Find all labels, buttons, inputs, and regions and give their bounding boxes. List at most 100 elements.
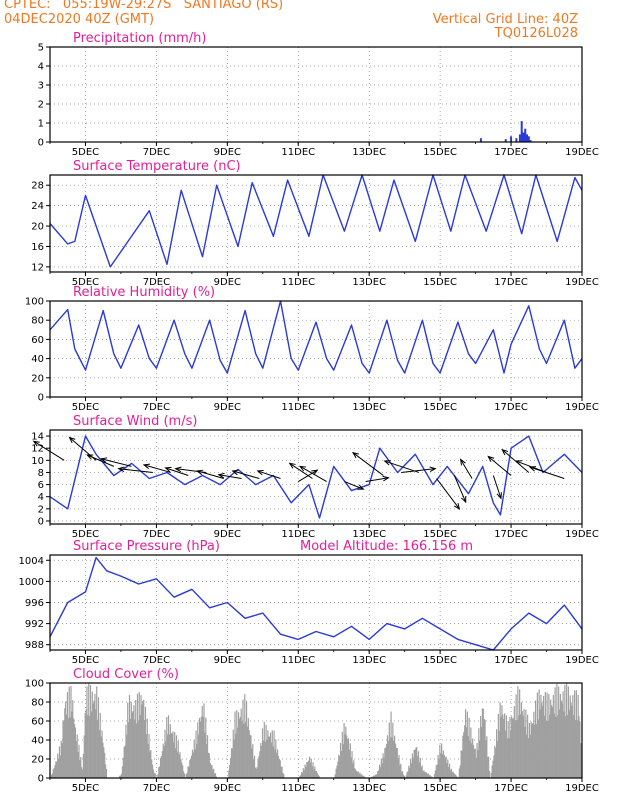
- cloud-bar: [465, 727, 468, 778]
- cloud-bar: [472, 738, 474, 778]
- x-tick-label: 15DEC: [423, 147, 457, 158]
- wind-arrow-head: [496, 492, 502, 500]
- cloud-bar: [537, 719, 539, 778]
- cloud-bar: [574, 690, 576, 778]
- cloud-bar: [143, 719, 146, 778]
- cloud-bar: [205, 717, 207, 778]
- cloud-bar: [191, 749, 194, 778]
- wind-arrow-head: [99, 457, 108, 463]
- cloud-bar: [492, 760, 494, 778]
- wind-arrow-head: [528, 466, 537, 472]
- cloud-bar: [148, 733, 150, 778]
- cloud-bar: [339, 742, 342, 778]
- cloud-bar: [464, 725, 466, 778]
- cloud-bar: [190, 759, 192, 778]
- cloud-bar: [52, 769, 54, 778]
- cloud-bar: [343, 723, 345, 778]
- cloud-bar: [103, 747, 105, 778]
- cloud-bar: [243, 723, 245, 778]
- cloud-bar: [86, 686, 88, 778]
- x-tick-label: 5DEC: [72, 655, 99, 666]
- wind-arrow: [197, 470, 224, 479]
- cloud-bar: [564, 684, 566, 778]
- cloud-bar: [174, 732, 176, 778]
- cloud-bar: [201, 706, 203, 778]
- cloud-bar: [411, 753, 413, 778]
- cloud-bar: [473, 749, 476, 778]
- cloud-bar: [458, 768, 460, 778]
- cloud-bar: [447, 759, 449, 778]
- cloud-bar: [233, 739, 235, 778]
- cloud-bar: [232, 729, 234, 778]
- cloud-bar: [550, 705, 553, 778]
- wind-arrow-head: [357, 484, 365, 490]
- cloud-bar: [211, 765, 213, 778]
- cloud-bar: [372, 775, 374, 778]
- cloud-bar: [438, 759, 440, 778]
- cloud-bar: [248, 730, 250, 778]
- wind-arrow: [118, 468, 153, 473]
- wind-arrow: [529, 466, 565, 479]
- cloud-bar: [424, 771, 426, 778]
- wind-arrow: [460, 459, 473, 479]
- wind-arrow: [365, 477, 389, 483]
- y-tick-label: 16: [31, 242, 44, 253]
- cloud-bar: [394, 743, 397, 778]
- x-tick-label: 9DEC: [214, 402, 241, 413]
- cloud-bar: [557, 715, 559, 778]
- cloud-bar: [57, 759, 60, 778]
- cloud-bar: [350, 757, 352, 778]
- cloud-bar: [553, 713, 555, 778]
- wind-arrow-head: [383, 460, 391, 466]
- x-tick-label: 19DEC: [565, 529, 599, 540]
- cloud-bar: [161, 751, 163, 778]
- cloud-bar: [176, 751, 178, 778]
- x-tick-label: 9DEC: [214, 147, 241, 158]
- cloud-bar: [523, 708, 525, 778]
- cloud-bar: [570, 702, 572, 778]
- cloud-bar: [164, 729, 166, 778]
- cloud-bar: [89, 715, 91, 778]
- cloud-bar: [73, 723, 76, 778]
- x-tick-label: 15DEC: [423, 529, 457, 540]
- cloud-bar: [300, 775, 302, 778]
- precip-bar: [524, 128, 527, 142]
- cloud-bar: [378, 770, 380, 778]
- cloud-bar: [425, 772, 427, 778]
- wind-arrow: [218, 474, 242, 480]
- cloud-bar: [540, 694, 542, 778]
- cloud-bar: [565, 715, 567, 778]
- cloud-bar: [253, 759, 255, 778]
- cloud-bar: [206, 743, 208, 778]
- x-tick-label: 7DEC: [143, 277, 170, 288]
- wind-arrow-head: [382, 475, 390, 482]
- wind-arrow-head: [288, 462, 296, 469]
- wind-arrow: [165, 467, 189, 476]
- wind-arrow: [352, 452, 384, 476]
- cloud-bar: [310, 758, 312, 778]
- cloud-bar: [530, 721, 532, 778]
- cloud-bar: [446, 762, 448, 778]
- cloud-bar: [209, 762, 211, 778]
- cloud-bar: [451, 772, 453, 778]
- x-tick-label: 11DEC: [281, 529, 315, 540]
- cloud-bar: [528, 722, 530, 778]
- cloud-bar: [439, 744, 441, 778]
- cloud-bar: [335, 768, 337, 778]
- cloud-bar: [479, 740, 481, 778]
- cloud-bar: [485, 740, 487, 778]
- cloud-bar: [238, 718, 241, 778]
- cloud-bar: [146, 718, 148, 778]
- cloud-bar: [429, 774, 431, 778]
- cloud-bar: [436, 764, 438, 778]
- y-tick-label: 4: [38, 492, 44, 503]
- y-tick-label: 20: [31, 222, 44, 233]
- cloud-bar: [487, 757, 489, 778]
- y-tick-label: 60: [31, 717, 44, 728]
- cloud-bar: [255, 768, 257, 778]
- wind-arrow-head: [459, 458, 466, 466]
- cloud-bar: [376, 774, 378, 778]
- cloud-bar: [276, 752, 278, 778]
- cloud-bar: [533, 711, 535, 778]
- cloud-bar: [91, 691, 93, 778]
